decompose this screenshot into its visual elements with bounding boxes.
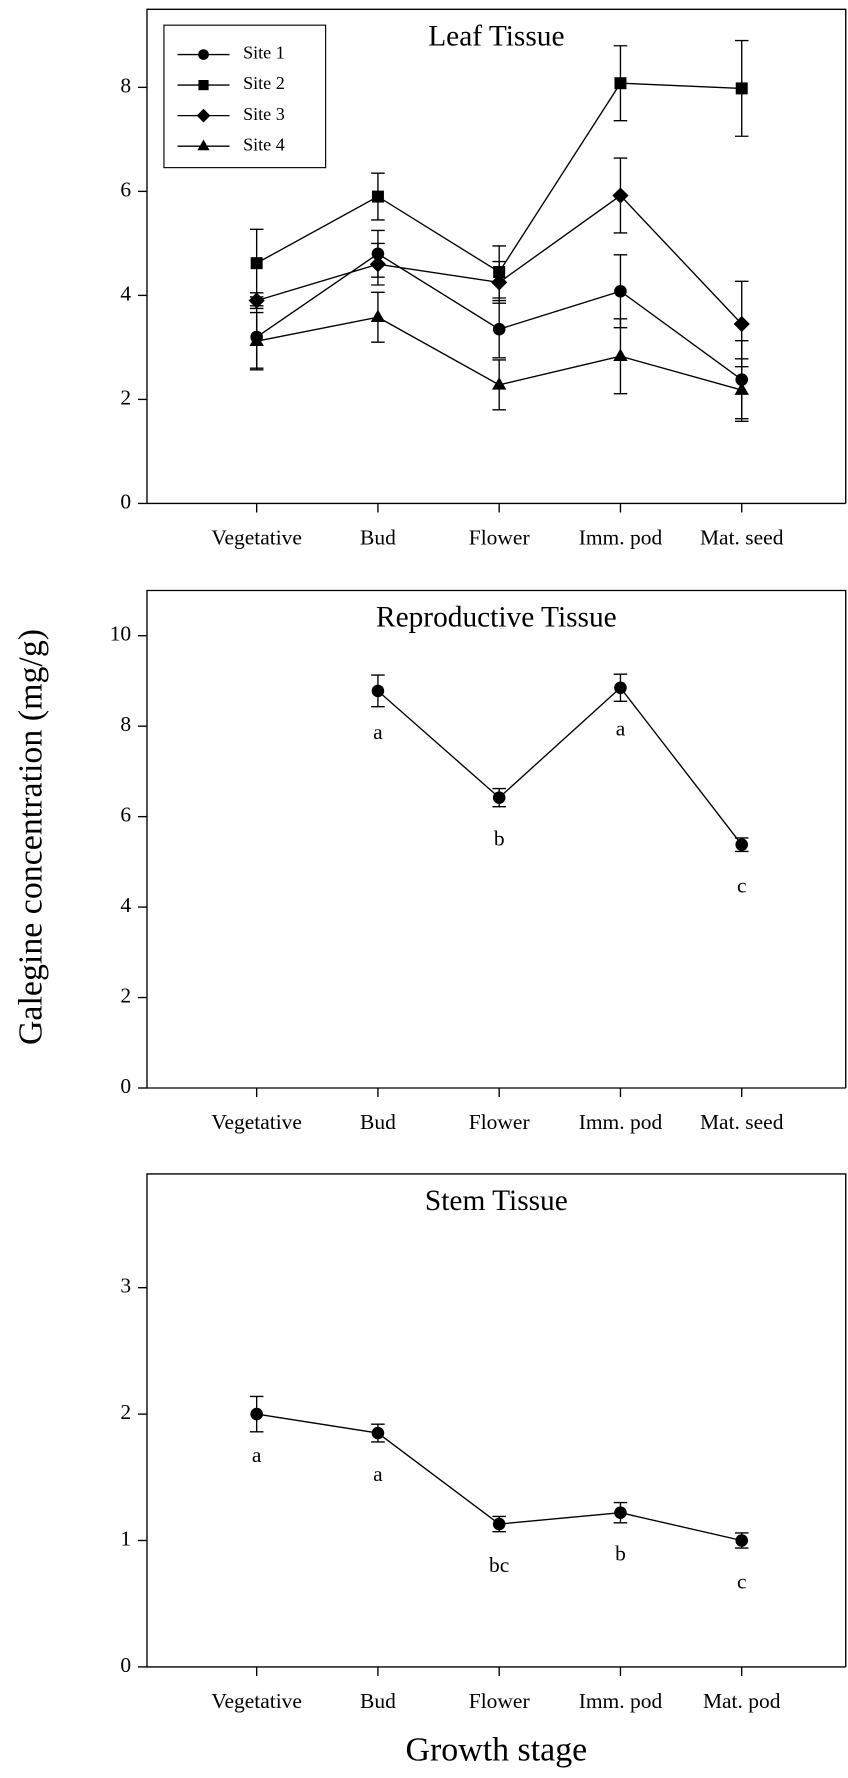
marker-triangle xyxy=(197,139,210,151)
legend-label: Site 3 xyxy=(243,104,285,124)
x-tick-label: Flower xyxy=(469,1110,530,1134)
x-tick-label: Bud xyxy=(360,1689,396,1713)
x-tick-label: Imm. pod xyxy=(579,526,663,550)
marker-circle xyxy=(614,681,627,695)
series-line xyxy=(377,686,743,846)
significance-letter: c xyxy=(737,1569,747,1593)
marker-circle xyxy=(735,1534,749,1547)
chart-title: Stem Tissue xyxy=(425,1185,568,1217)
significance-letter: bc xyxy=(489,1553,509,1577)
x-tick-label: Flower xyxy=(469,1689,530,1713)
series-line xyxy=(256,82,742,273)
marker-diamond xyxy=(733,315,750,333)
significance-letter: a xyxy=(373,720,383,744)
y-tick-label: 3 xyxy=(120,1274,131,1298)
x-tick-label: Mat. seed xyxy=(700,526,784,550)
chart-title: Reproductive Tissue xyxy=(376,602,617,634)
x-tick-label: Bud xyxy=(360,1110,396,1134)
marker-circle xyxy=(198,49,209,60)
y-tick-label: 4 xyxy=(120,893,131,917)
marker-triangle xyxy=(491,377,507,390)
marker-triangle xyxy=(370,309,386,323)
y-tick-label: 6 xyxy=(120,177,131,201)
marker-circle xyxy=(250,1407,263,1421)
x-tick-label: Vegetative xyxy=(211,1110,302,1134)
x-tick-label: Vegetative xyxy=(211,526,302,550)
y-tick-label: 0 xyxy=(120,1074,131,1098)
marker-square xyxy=(614,77,627,90)
significance-letter: b xyxy=(494,827,505,851)
y-axis-label: Galegine concentration (mg/g) xyxy=(13,629,50,1045)
y-tick-label: 6 xyxy=(120,803,131,827)
marker-circle xyxy=(492,791,506,804)
marker-square xyxy=(735,82,748,95)
y-tick-label: 10 xyxy=(110,622,131,646)
marker-square xyxy=(250,257,263,270)
chart-title: Leaf Tissue xyxy=(428,20,564,52)
marker-triangle xyxy=(249,333,264,346)
y-tick-label: 2 xyxy=(120,983,131,1007)
marker-square xyxy=(198,80,209,91)
marker-square xyxy=(371,190,384,203)
x-tick-label: Imm. pod xyxy=(579,1110,663,1134)
y-tick-label: 0 xyxy=(120,489,131,513)
marker-circle xyxy=(371,684,385,698)
marker-circle xyxy=(614,284,627,298)
marker-triangle xyxy=(613,348,628,362)
legend-label: Site 2 xyxy=(243,73,285,93)
y-tick-label: 2 xyxy=(120,385,131,409)
plot-frame xyxy=(146,1173,847,1668)
y-tick-label: 0 xyxy=(120,1653,131,1677)
plot-frame xyxy=(146,8,847,505)
marker-circle xyxy=(735,838,749,851)
plot-frame xyxy=(146,589,847,1089)
marker-diamond xyxy=(248,292,265,309)
x-tick-label: Vegetative xyxy=(211,1689,302,1713)
legend-box xyxy=(163,24,327,169)
significance-letter: a xyxy=(373,1462,383,1486)
marker-diamond xyxy=(612,187,629,204)
x-tick-label: Bud xyxy=(360,526,396,550)
marker-circle xyxy=(371,1426,385,1440)
x-tick-label: Imm. pod xyxy=(579,1689,663,1713)
y-tick-label: 8 xyxy=(120,712,131,736)
marker-circle xyxy=(614,1506,627,1519)
marker-circle xyxy=(492,1517,506,1531)
y-tick-label: 8 xyxy=(120,73,131,97)
legend-label: Site 1 xyxy=(243,43,285,63)
marker-diamond xyxy=(196,108,211,123)
x-tick-label: Flower xyxy=(469,526,530,550)
legend-label: Site 4 xyxy=(243,134,285,154)
y-tick-label: 1 xyxy=(120,1526,131,1550)
x-tick-label: Mat. seed xyxy=(700,1110,784,1134)
significance-letter: a xyxy=(616,717,626,741)
marker-triangle xyxy=(734,382,749,395)
significance-letter: a xyxy=(252,1443,262,1467)
x-tick-label: Mat. pod xyxy=(703,1689,781,1713)
y-tick-label: 4 xyxy=(120,281,131,305)
significance-letter: c xyxy=(737,874,747,898)
marker-circle xyxy=(492,322,506,336)
significance-letter: b xyxy=(615,1542,626,1566)
y-tick-label: 2 xyxy=(120,1400,131,1424)
x-axis-label: Growth stage xyxy=(405,1732,587,1769)
marker-diamond xyxy=(369,256,387,273)
